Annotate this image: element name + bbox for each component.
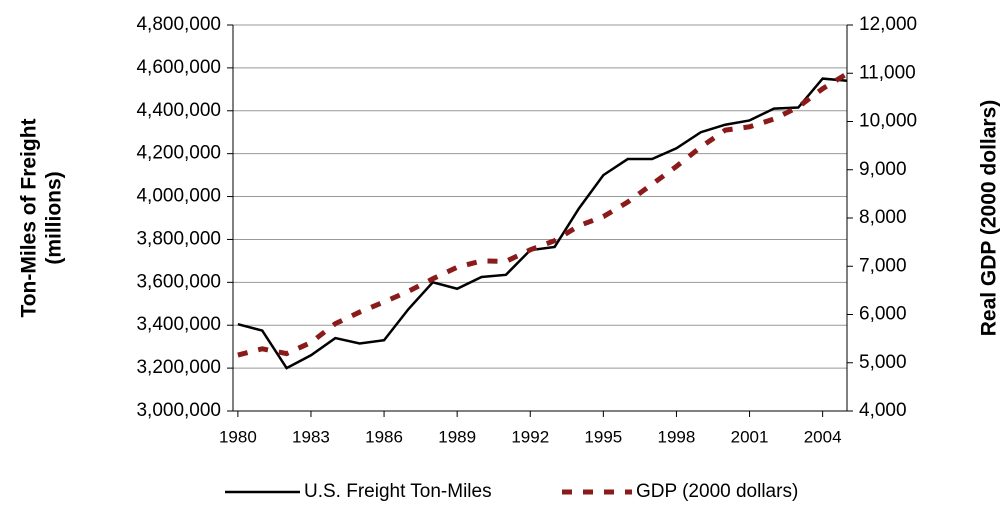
legend-label: U.S. Freight Ton-Miles: [304, 481, 492, 502]
y-axis-title: (millions): [43, 171, 66, 264]
x-tick-label: 1998: [658, 427, 696, 446]
y2-axis-title: Real GDP (2000 dollars): [978, 100, 1001, 337]
y2-tick-label: 8,000: [859, 207, 907, 228]
x-tick-label: 1980: [219, 427, 257, 446]
y2-tick-label: 4,000: [859, 400, 907, 421]
y2-tick-label: 5,000: [859, 352, 907, 373]
y-tick-label: 3,800,000: [136, 228, 221, 249]
y-tick-label: 3,600,000: [136, 271, 221, 292]
x-tick-label: 1995: [584, 427, 622, 446]
y2-tick-label: 9,000: [859, 159, 907, 180]
y-tick-label: 4,800,000: [136, 14, 221, 35]
y-tick-label: 4,600,000: [136, 57, 221, 78]
y-tick-label: 3,200,000: [136, 357, 221, 378]
y-tick-label: 4,400,000: [136, 100, 221, 121]
series-line: [237, 71, 849, 358]
y2-tick-label: 6,000: [859, 304, 907, 325]
y-tick-label: 4,200,000: [136, 143, 221, 164]
x-tick-label: 1986: [365, 427, 403, 446]
y-tick-label: 4,000,000: [136, 186, 221, 207]
x-tick-label: 1983: [292, 427, 330, 446]
y2-tick-label: 11,000: [859, 62, 916, 83]
x-tick-label: 1989: [438, 427, 476, 446]
series-line: [237, 77, 848, 370]
y2-tick-label: 12,000: [859, 14, 917, 35]
x-tick-label: 1992: [511, 427, 549, 446]
y-tick-label: 3,400,000: [136, 314, 221, 335]
x-tick-label: 2001: [731, 427, 769, 446]
x-tick-label: 2004: [804, 427, 842, 446]
y2-tick-label: 10,000: [859, 111, 917, 132]
y2-tick-label: 7,000: [859, 255, 907, 276]
legend-label: GDP (2000 dollars): [636, 481, 798, 502]
y-tick-label: 3,000,000: [136, 400, 221, 421]
y-axis-title: Ton-Miles of Freight: [18, 118, 41, 317]
